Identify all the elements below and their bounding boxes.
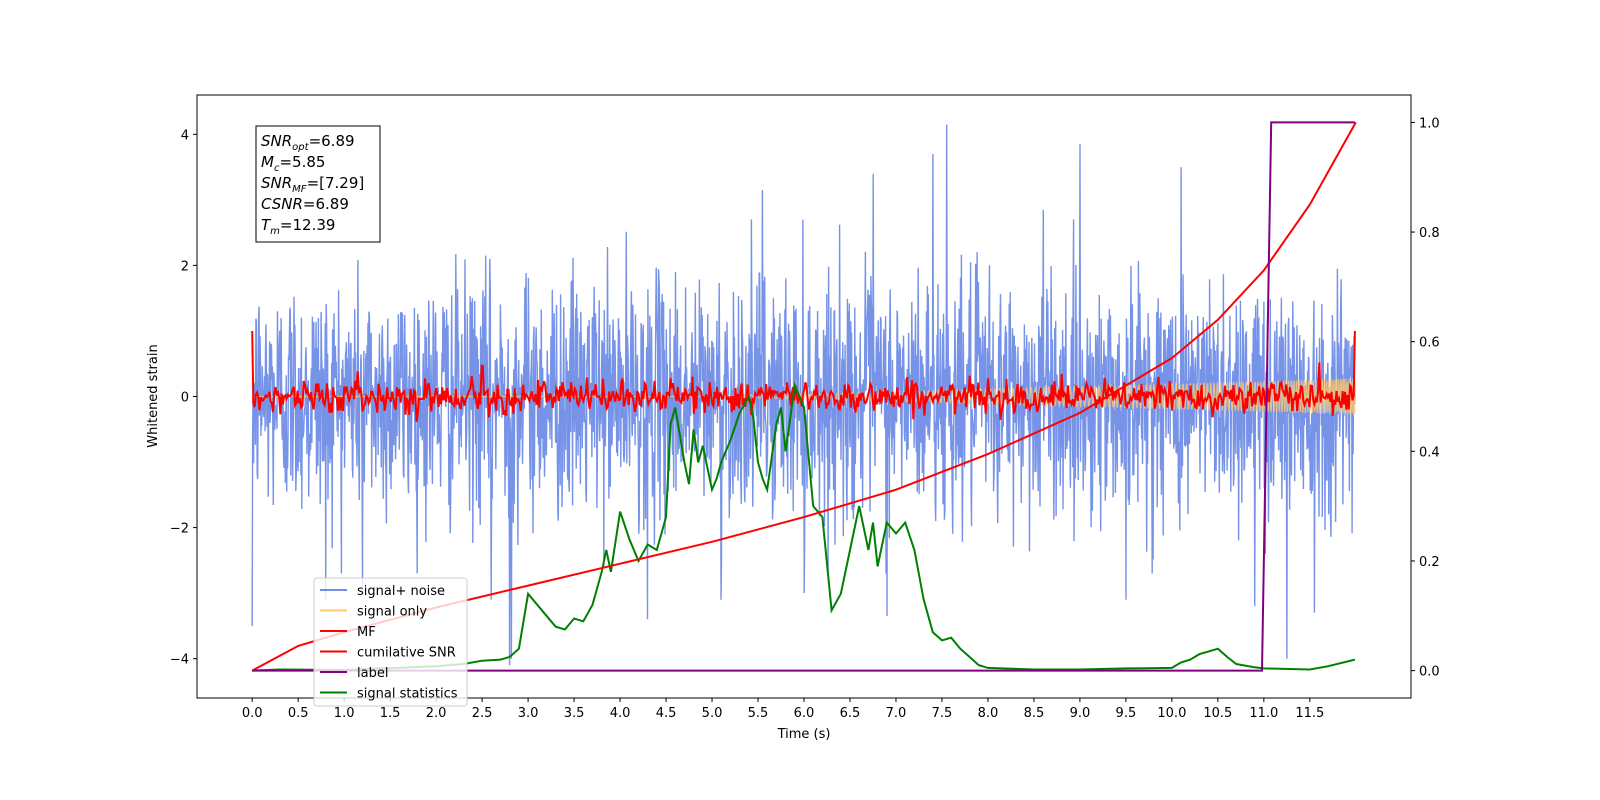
legend-label: MF bbox=[357, 625, 376, 640]
series-signal-statistics-line bbox=[252, 381, 1356, 672]
annotation-line: SNRopt=6.89 bbox=[261, 132, 355, 153]
annotation-symbol: SNR bbox=[261, 132, 292, 150]
annotation-subscript: m bbox=[270, 226, 280, 237]
legend-label: label bbox=[357, 666, 388, 681]
x-tick-label: 11.5 bbox=[1295, 706, 1324, 721]
x-tick-label: 1.0 bbox=[334, 706, 355, 721]
x-tick-label: 10.5 bbox=[1203, 706, 1232, 721]
annotation-value: =6.89 bbox=[303, 195, 349, 213]
y-tick-label: 2 bbox=[181, 259, 189, 274]
annotation-subscript: c bbox=[274, 163, 280, 174]
y2-tick-label: 0.6 bbox=[1419, 336, 1440, 351]
annotation-line: Mc=5.85 bbox=[261, 153, 325, 174]
y2-axis-ticks: 1.0 0.8 0.6 0.4 0.2 0.0 bbox=[1411, 116, 1440, 680]
annotation-symbol: T bbox=[261, 216, 272, 234]
y-tick-label: 4 bbox=[181, 128, 189, 143]
x-tick-label: 3.0 bbox=[518, 706, 539, 721]
legend-label: signal+ noise bbox=[357, 584, 445, 599]
y-tick-label: −2 bbox=[170, 522, 189, 537]
x-tick-label: 3.5 bbox=[564, 706, 585, 721]
x-tick-label: 9.5 bbox=[1116, 706, 1137, 721]
x-axis-ticks: 0.0 0.5 1.0 1.5 2.0 2.5 3.0 3.5 4.0 4.5 5.0 5.5 6.0 6… bbox=[242, 698, 1324, 721]
annotation-value: =[7.29] bbox=[307, 174, 365, 192]
y-axis-label: Whitened strain bbox=[146, 344, 161, 447]
y-tick-label: 0 bbox=[181, 391, 189, 406]
annotation-frame bbox=[255, 125, 381, 243]
legend-label: signal only bbox=[357, 605, 427, 620]
x-tick-label: 11.0 bbox=[1249, 706, 1278, 721]
annotation-value: =5.85 bbox=[279, 153, 325, 171]
annotation-value: =12.39 bbox=[280, 216, 336, 234]
series-mf-line bbox=[251, 330, 1356, 422]
annotation-subscript: MF bbox=[292, 184, 307, 195]
x-tick-label: 0.0 bbox=[242, 706, 263, 721]
y-tick-label: −4 bbox=[170, 653, 189, 668]
annotation-line: SNRMF=[7.29] bbox=[261, 174, 364, 195]
x-tick-label: 8.0 bbox=[978, 706, 999, 721]
x-tick-label: 5.0 bbox=[702, 706, 723, 721]
legend-label: cumilative SNR bbox=[357, 646, 456, 661]
y2-tick-label: 0.2 bbox=[1419, 555, 1440, 570]
y2-tick-label: 0.4 bbox=[1419, 445, 1440, 460]
x-tick-label: 4.5 bbox=[656, 706, 677, 721]
x-tick-label: 2.5 bbox=[472, 706, 493, 721]
y-axis-ticks: 4 2 0 −2 −4 bbox=[170, 128, 197, 668]
legend: signal+ noise signal only MF cumilative SNR… bbox=[313, 577, 468, 707]
annotation-value: =6.89 bbox=[309, 132, 355, 150]
x-tick-label: 7.5 bbox=[932, 706, 953, 721]
x-tick-label: 9.0 bbox=[1070, 706, 1091, 721]
x-tick-label: 10.0 bbox=[1157, 706, 1186, 721]
x-tick-label: 1.5 bbox=[380, 706, 401, 721]
x-tick-label: 8.5 bbox=[1024, 706, 1045, 721]
annotation-symbol: M bbox=[261, 153, 274, 171]
x-tick-label: 4.0 bbox=[610, 706, 631, 721]
x-axis-label: Time (s) bbox=[777, 727, 831, 742]
annotation-box: SNRopt=6.89Mc=5.85SNRMF=[7.29]CSNR=6.89T… bbox=[255, 125, 381, 243]
legend-frame bbox=[313, 577, 468, 707]
x-tick-label: 7.0 bbox=[886, 706, 907, 721]
series-label-line bbox=[252, 121, 1355, 672]
annotation-subscript: opt bbox=[292, 142, 309, 153]
x-tick-label: 2.0 bbox=[426, 706, 447, 721]
annotation-symbol: SNR bbox=[261, 174, 292, 192]
y2-tick-label: 1.0 bbox=[1419, 116, 1440, 131]
annotation-line: CSNR=6.89 bbox=[261, 195, 349, 213]
x-tick-label: 0.5 bbox=[288, 706, 309, 721]
annotation-line: Tm=12.39 bbox=[261, 216, 335, 237]
y2-tick-label: 0.0 bbox=[1419, 665, 1440, 680]
x-tick-label: 6.0 bbox=[794, 706, 815, 721]
x-tick-label: 5.5 bbox=[748, 706, 769, 721]
annotation-symbol: CSNR bbox=[261, 195, 303, 213]
x-tick-label: 6.5 bbox=[840, 706, 861, 721]
y2-tick-label: 0.8 bbox=[1419, 226, 1440, 241]
legend-label: signal statistics bbox=[357, 687, 458, 702]
